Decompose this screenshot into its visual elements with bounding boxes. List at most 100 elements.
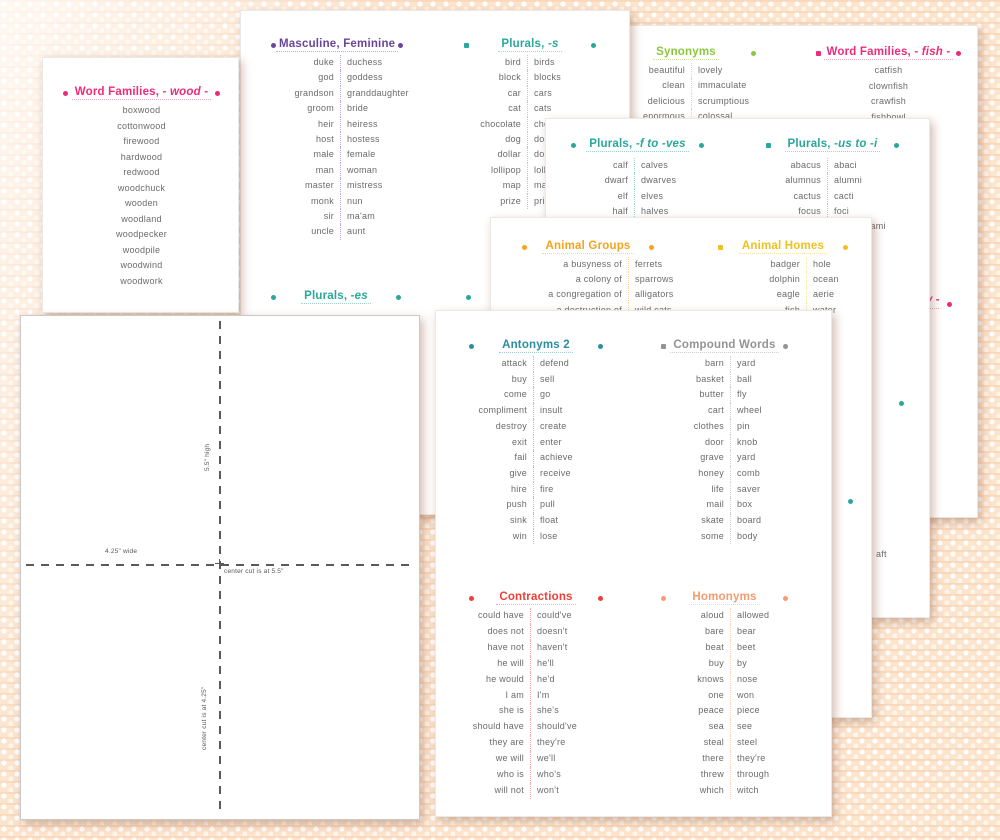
section-header: Compound Words	[661, 338, 788, 354]
word-list-item: redwood	[123, 167, 160, 177]
word-pair-row: man woman	[271, 162, 409, 179]
section-header: Homonyms	[661, 590, 788, 606]
word-pair-row: dogdogs	[464, 132, 596, 148]
word-list: catfish clownfish crawfish fishbowl	[816, 63, 961, 125]
word-pair-row: abacus abaci	[766, 158, 899, 174]
word-pair-row: does not doesn't	[469, 623, 603, 640]
bullet-dot-icon	[842, 244, 848, 250]
section-title: Animal Groups	[542, 240, 634, 254]
bullet-dot-icon	[899, 401, 904, 406]
word-pair-row: beautiful lovely	[616, 63, 756, 79]
section-word-families-fish: Word Families, - fish - catfish clownfish…	[816, 45, 961, 125]
word-pair-row: grave yard	[661, 450, 788, 466]
section-plurals-es: Plurals, -es	[271, 289, 401, 305]
word-pair-row: cactus cacti	[766, 188, 899, 204]
bullet-dot-icon	[571, 142, 576, 148]
section-title: Animal Homes	[738, 240, 828, 254]
section-title: Word Families, - wood -	[71, 86, 212, 100]
word-pair-row: male female	[271, 147, 409, 163]
word-pair-row: butter fly	[661, 387, 788, 404]
section-title: Plurals, -s	[498, 38, 562, 52]
section-plurals-f-ves: Plurals, -f to -ves calf calves dwarf dwarv…	[571, 137, 704, 220]
word-pair-row: duke duchess	[271, 55, 409, 71]
word-pair-row: dwarf dwarves	[571, 173, 704, 189]
word-pair-row: a congregation of alligators	[522, 287, 674, 303]
word-pair-row: fail achieve	[469, 450, 603, 466]
section-synonyms: Synonyms beautiful lovely clean immaculate d…	[616, 45, 756, 125]
page-cutting-template: 5.5" high 4.25" wide center cut is at 5.…	[20, 315, 420, 820]
page-antonyms-compound-contractions-homonyms: Antonyms 2 attack defend buy sell come go comp…	[435, 310, 832, 817]
word-pair-row: he would he'd	[469, 671, 603, 688]
bullet-dot-icon	[750, 50, 756, 56]
word-pair-row: beat beet	[661, 639, 788, 656]
word-list: boxwood cottonwood firewood hardwood redwood…	[63, 103, 220, 289]
word-list-item: woodpile	[122, 244, 161, 255]
word-pair-list: calf calves dwarf dwarves elf elves half halves	[571, 158, 704, 220]
bullet-dot-icon	[649, 244, 654, 250]
word-pair-list: duke duchess god goddess grandson granddaught…	[271, 55, 409, 240]
word-pair-row: sir ma'am	[271, 209, 409, 225]
word-list-item: woodpecker	[115, 229, 168, 239]
bullet-square-icon	[718, 244, 723, 250]
word-list-item: woodwind	[120, 260, 163, 270]
bullet-dot-icon	[469, 595, 474, 601]
word-pair-row: come go	[469, 387, 603, 404]
section-header: Contractions	[469, 590, 603, 606]
word-pair-row: enormous colossal	[616, 109, 756, 125]
word-pair-row: groom bride	[271, 101, 409, 117]
word-pair-row: one won	[661, 687, 788, 704]
section-antonyms-2: Antonyms 2 attack defend buy sell come go comp…	[469, 338, 603, 545]
word-pair-list: beautiful lovely clean immaculate delicious s…	[616, 63, 756, 125]
word-pair-row: compliment insult	[469, 403, 603, 419]
card-height-label: 5.5" high	[204, 443, 211, 471]
word-pair-row: cat cats	[464, 101, 596, 117]
word-pair-row: some body	[661, 528, 788, 545]
section-header: Animal Groups	[522, 239, 654, 255]
bullet-square-icon	[766, 142, 771, 148]
word-list-item: hardwood	[120, 151, 163, 162]
word-pair-row: buy by	[661, 655, 788, 672]
section-homonyms: Homonyms aloud allowed bare bear beat beet buy…	[661, 590, 788, 799]
word-list-item: firewood	[123, 136, 160, 146]
word-pair-row: threw through	[661, 767, 788, 783]
section-title: Plurals, -us to -i	[784, 138, 881, 152]
bullet-dot-icon	[469, 343, 474, 349]
word-pair-row: delicious scrumptious	[616, 93, 756, 110]
section-title: Plurals, -es	[301, 290, 371, 304]
section-contractions: Contractions could have could've does not d…	[469, 590, 603, 799]
section-title: Homonyms	[689, 591, 760, 605]
word-pair-row: host hostess	[271, 132, 409, 148]
word-pair-row: aloud allowed	[661, 608, 788, 624]
word-pair-row: bare bear	[661, 623, 788, 640]
word-pair-row: focus foci	[766, 203, 899, 220]
word-pair-row: alumnus alumni	[766, 173, 899, 189]
bullet-dot-icon	[590, 42, 596, 48]
word-pair-row: half halves	[571, 203, 704, 220]
word-pair-list: aloud allowed bare bear beat beet buy by knows no…	[661, 608, 788, 799]
word-pair-row: win lose	[469, 528, 603, 545]
section-title: Antonyms 2	[499, 339, 573, 353]
vertical-cut-line	[219, 321, 221, 814]
word-pair-row: bird birds	[464, 55, 596, 71]
word-list-item: clownfish	[868, 80, 909, 91]
section-animal-homes: Animal Homes badger hole dolphin ocean eagle…	[718, 239, 848, 318]
section-header: Animal Homes	[718, 239, 848, 255]
word-pair-row: will not won't	[469, 782, 603, 799]
bullet-dot-icon	[848, 499, 853, 504]
section-header: Synonyms	[616, 45, 756, 61]
word-pair-row: basket ball	[661, 371, 788, 388]
bullet-dot-icon	[63, 90, 68, 96]
word-pair-row: a busyness of ferrets	[522, 257, 674, 273]
word-list-item: boxwood	[122, 105, 161, 115]
section-header: Plurals, -es	[271, 289, 401, 305]
section-masculine-feminine: Masculine, Feminine duke duchess god goddes…	[271, 37, 409, 240]
bullet-dot-icon	[893, 142, 899, 148]
section-header: Plurals, -s	[464, 37, 596, 53]
word-pair-list: barn yard basket ball butter fly cart wheel clot…	[661, 356, 788, 545]
clipped-word-fragment: aft	[876, 549, 887, 559]
word-pair-row: could have could've	[469, 608, 603, 624]
section-word-families-wood: Word Families, - wood - boxwood cottonwoo…	[63, 85, 220, 289]
section-header: Word Families, - fish -	[816, 45, 961, 61]
word-pair-list: attack defend buy sell come go compliment insul…	[469, 356, 603, 545]
